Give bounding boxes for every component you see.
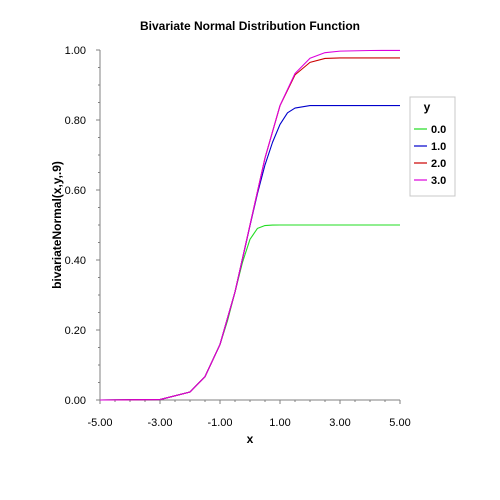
x-tick-label: -3.00 [147,417,172,429]
x-tick-label: -5.00 [87,417,112,429]
series-line-y-1.0 [99,104,400,401]
axes [96,49,401,404]
y-tick-label: 0.40 [65,255,86,267]
y-axis-label: bivariateNormal(x,y,.9) [50,161,64,289]
chart-title: Bivariate Normal Distribution Function [140,19,360,33]
y-tick-label: 0.80 [65,115,86,127]
x-tick-label: 3.00 [329,417,350,429]
y-tick-label: 0.20 [65,325,86,337]
x-tick-label: -1.00 [207,417,232,429]
series-lines [99,49,401,401]
legend: y 0.0 1.0 2.0 3.0 [409,96,456,197]
legend-label-3.0: 3.0 [431,175,446,187]
x-axis-label: x [247,432,254,446]
legend-title: y [424,100,431,114]
legend-label-2.0: 2.0 [431,158,446,170]
legend-label-0.0: 0.0 [431,124,446,136]
series-line-y-3.0 [99,49,401,401]
x-tick-label: 5.00 [389,417,410,429]
y-tick-label: 0.60 [65,185,86,197]
series-line-y-0.0 [99,224,400,401]
x-tick-label: 1.00 [269,417,290,429]
tick-labels: -5.00 -3.00 -1.00 1.00 3.00 5.00 0.00 0.20 0.40 0… [65,45,411,429]
y-tick-label: 1.00 [65,45,86,57]
legend-items: 0.0 1.0 2.0 3.0 [414,124,446,187]
y-tick-label: 0.00 [65,395,86,407]
series-line-y-2.0 [99,57,400,401]
legend-label-1.0: 1.0 [431,141,446,153]
